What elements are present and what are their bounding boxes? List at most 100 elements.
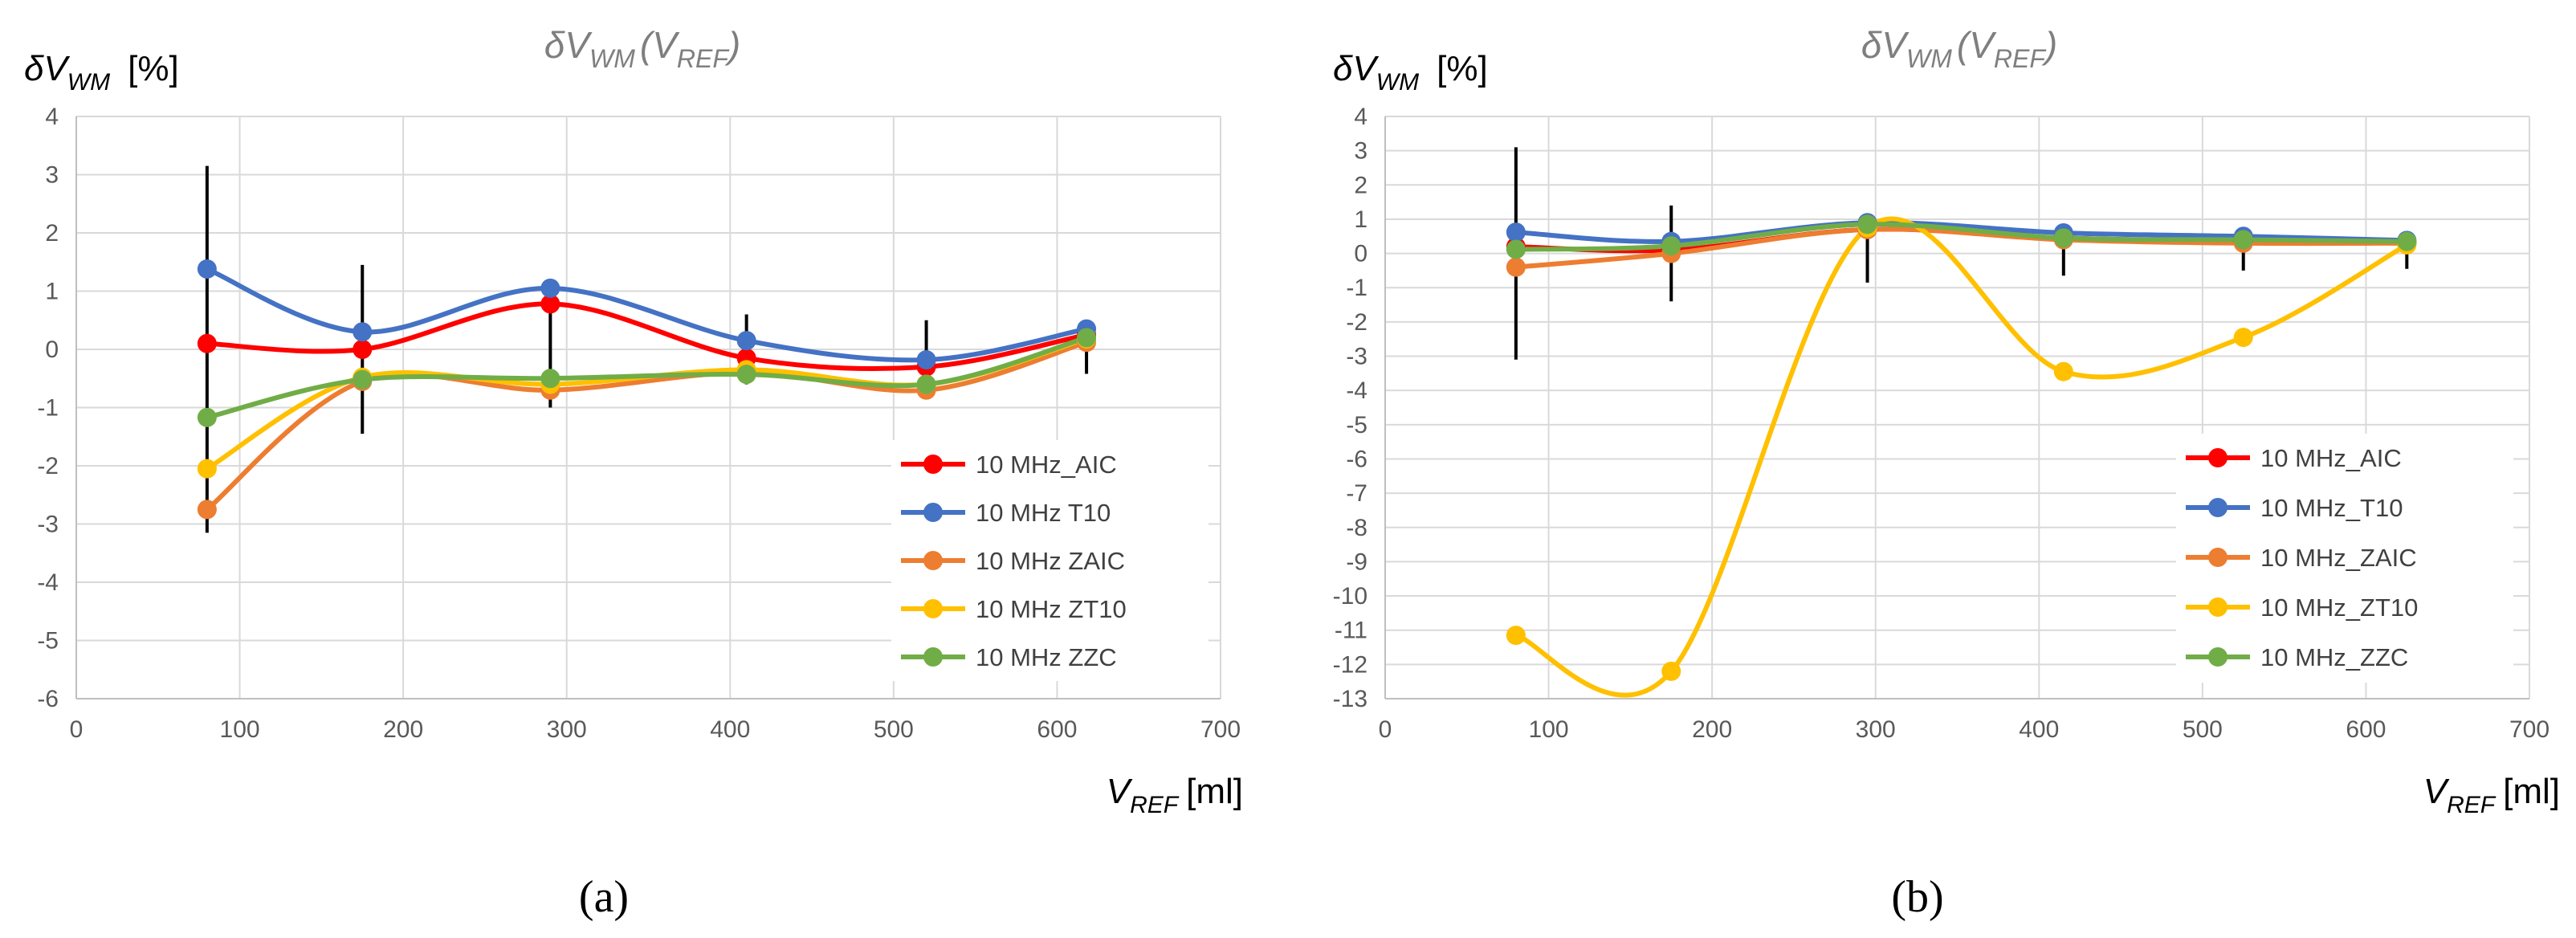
x-tick-label: 0 [70, 716, 84, 743]
legend-marker [923, 551, 943, 570]
data-point [1661, 236, 1681, 256]
data-point [1506, 239, 1526, 259]
y-tick-label: 3 [1354, 138, 1367, 165]
y-tick-label: -2 [1346, 309, 1367, 336]
x-tick-label: 300 [547, 716, 587, 743]
y-tick-label: -11 [1335, 618, 1367, 644]
data-point [540, 278, 560, 298]
data-point [540, 369, 560, 389]
series-line [206, 335, 1087, 420]
y-tick-label: -4 [37, 569, 59, 596]
chart-title-main: δV [544, 24, 593, 66]
x-tick-label: 0 [1379, 716, 1392, 743]
legend-label: 10 MHz T10 [976, 499, 1111, 527]
y-axis-label: δVWM [%] [1333, 49, 1488, 96]
x-tick-label: 400 [2019, 716, 2059, 743]
x-tick-label: 100 [220, 716, 260, 743]
data-point [2053, 361, 2073, 381]
data-point [197, 459, 217, 479]
chart-title-paren: ( [640, 24, 656, 66]
y-tick-label: -1 [1346, 275, 1367, 301]
legend-label: 10 MHz_ZZC [2260, 643, 2408, 671]
y-tick-label: 4 [45, 104, 59, 130]
x-tick-label: 700 [1200, 716, 1241, 743]
y-tick-label: -5 [37, 628, 59, 655]
y-tick-label: 1 [45, 279, 59, 305]
y-tick-label: -13 [1333, 686, 1367, 712]
x-tick-label: 700 [2509, 716, 2550, 743]
legend-marker [923, 647, 943, 667]
y-tick-label: -7 [1346, 480, 1367, 507]
data-point [353, 322, 373, 342]
data-point [1506, 222, 1526, 243]
data-point [1077, 328, 1097, 348]
legend-label: 10 MHz_ZAIC [2260, 544, 2417, 572]
legend-label: 10 MHz ZZC [976, 643, 1117, 671]
y-tick-label: -4 [1346, 377, 1367, 404]
x-axis-label: VREF [ml] [1107, 772, 1243, 818]
y-tick-label: 1 [1354, 206, 1367, 233]
legend-marker [2208, 448, 2228, 467]
data-point [1506, 257, 1526, 277]
data-point [916, 374, 936, 394]
x-axis-label-main: V [2423, 772, 2450, 811]
y-tick-label: -1 [37, 395, 59, 422]
chart-title-arg: V [1969, 24, 1997, 66]
y-tick-label: 0 [1354, 241, 1367, 267]
legend-marker [923, 503, 943, 522]
data-point [736, 365, 756, 385]
y-tick-label: -5 [1346, 412, 1367, 438]
x-tick-label: 600 [1037, 716, 1077, 743]
y-axis-label-main: δV [1333, 49, 1379, 88]
y-tick-label: -10 [1333, 583, 1367, 610]
chart-title-main: δV [1861, 24, 1910, 66]
y-axis-label-sub: WM [1376, 69, 1419, 96]
y-tick-label: -3 [1346, 344, 1367, 370]
data-point [1857, 214, 1877, 234]
legend-label: 10 MHz_ZT10 [2260, 593, 2418, 622]
legend-label: 10 MHz ZAIC [976, 547, 1125, 575]
y-tick-label: 2 [45, 220, 59, 247]
chart-title-paren: ( [1957, 24, 1973, 66]
chart-title-arg: V [652, 24, 680, 66]
data-point [2233, 230, 2253, 250]
legend-marker [2208, 548, 2228, 567]
x-axis-label: VREF [ml] [2423, 772, 2560, 818]
x-axis-label-sub: REF [2447, 792, 2497, 818]
x-tick-label: 300 [1856, 716, 1896, 743]
data-point [916, 350, 936, 370]
x-axis-label-unit: [ml] [1186, 772, 1243, 811]
y-tick-label: -6 [37, 686, 59, 712]
legend-marker [2208, 597, 2228, 617]
legend-label: 10 MHz ZT10 [976, 595, 1127, 623]
y-tick-label: -8 [1346, 515, 1367, 541]
data-point [540, 294, 560, 314]
x-tick-label: 400 [710, 716, 750, 743]
caption-b: (b) [1891, 872, 1943, 922]
y-axis-label-sub: WM [67, 69, 110, 96]
data-point [197, 500, 217, 520]
legend-marker [923, 455, 943, 474]
y-tick-label: 0 [45, 336, 59, 363]
data-point [197, 259, 217, 279]
y-tick-label: 2 [1354, 172, 1367, 198]
chart-title-paren: ) [724, 24, 740, 66]
data-point [1661, 661, 1681, 681]
legend-marker [2208, 498, 2228, 517]
data-point [2397, 231, 2417, 251]
y-tick-label: -12 [1333, 651, 1367, 678]
data-point [2053, 228, 2073, 248]
x-tick-label: 200 [383, 716, 423, 743]
chart-title-sub: WM [1906, 44, 1952, 73]
y-axis-label: δVWM [%] [24, 49, 179, 96]
y-tick-label: -2 [37, 453, 59, 479]
x-tick-label: 100 [1529, 716, 1569, 743]
chart-title-sub: WM [589, 44, 635, 73]
y-tick-label: -9 [1346, 549, 1367, 575]
x-axis-label-unit: [ml] [2503, 772, 2560, 811]
chart-title-arg-sub: REF [1994, 44, 2047, 73]
x-axis-label-main: V [1107, 772, 1133, 811]
y-tick-label: -3 [37, 512, 59, 538]
